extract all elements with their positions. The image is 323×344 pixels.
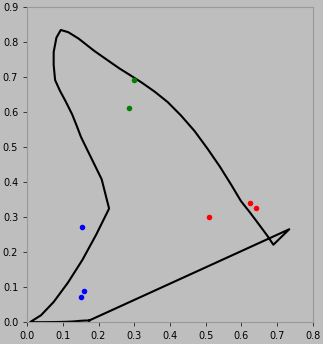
Polygon shape: [30, 30, 289, 322]
